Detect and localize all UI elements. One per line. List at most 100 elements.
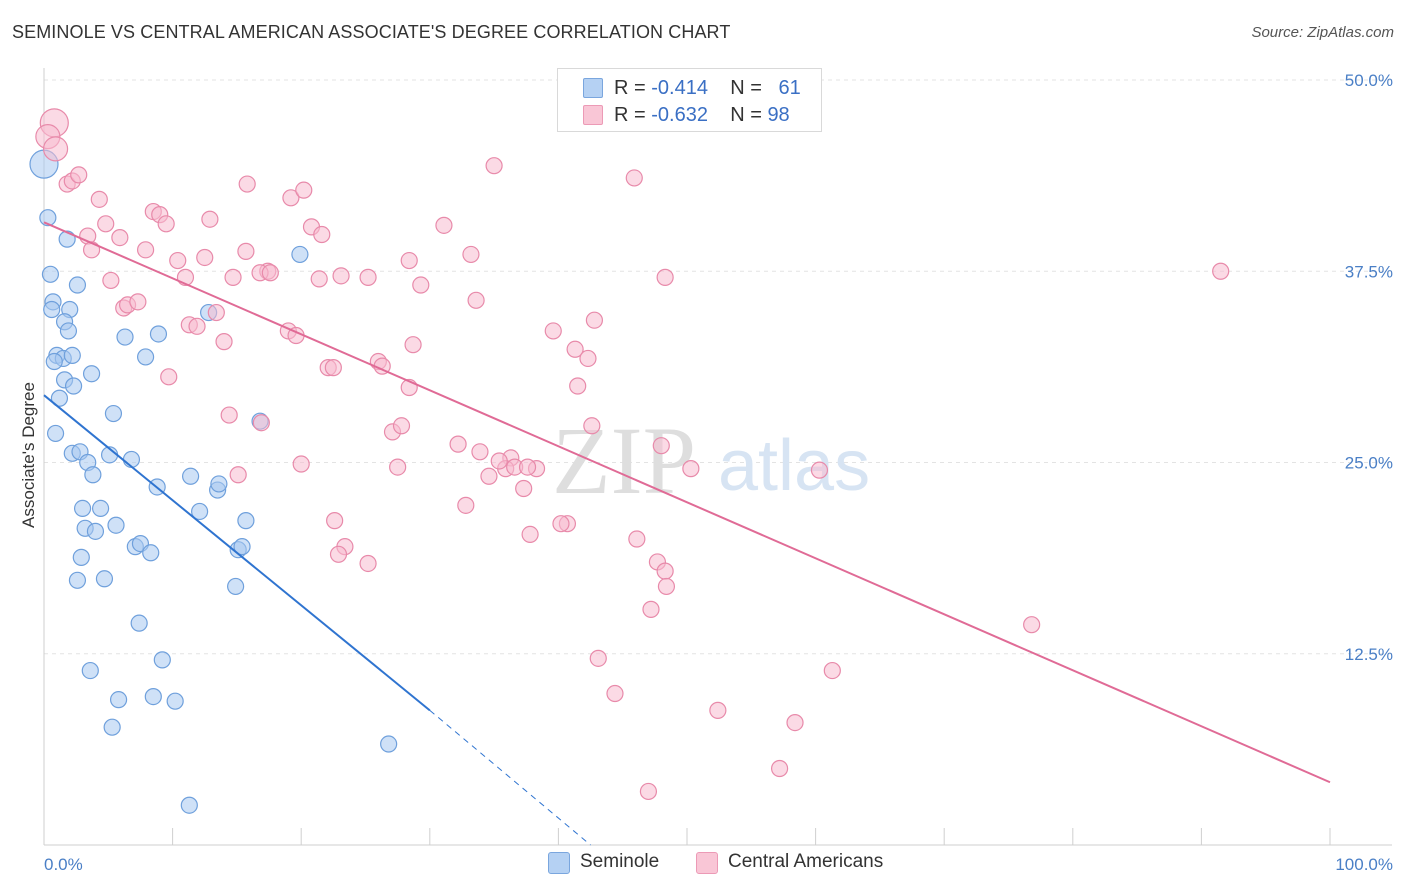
central-americans-point [97,215,115,233]
central-americans-point [625,169,643,187]
central-americans-point [252,414,270,432]
central-americans-point [70,166,88,184]
watermark-atlas: atlas [718,426,870,506]
source-credit: Source: ZipAtlas.com [1251,24,1394,41]
seminole-swatch [583,78,603,98]
central-americans-point [261,264,279,282]
central-americans-n-value: 98 [767,104,790,126]
seminole-point [81,661,99,680]
central-americans-point [770,759,789,778]
seminole-point [166,692,184,710]
central-americans-point [102,271,120,290]
central-americans-point [224,268,242,286]
seminole-point [149,325,168,343]
central-americans-point [515,479,533,498]
central-americans-point [207,303,225,322]
central-americans-point [1023,616,1041,634]
seminole-r-value: -0.414 [651,77,708,99]
central-americans-point [90,190,108,208]
central-americans-point [329,545,348,563]
central-americans-point [359,268,377,286]
central-americans-point [639,782,658,801]
central-americans-trend-line [43,221,1331,784]
data-points [29,108,1230,814]
central-americans-point [188,317,206,335]
central-americans-point [606,684,624,703]
central-americans-point [404,336,422,354]
axes [43,68,1392,846]
central-americans-point [435,216,453,234]
x-tick-label-min: 0.0% [44,855,83,874]
central-americans-point [359,554,377,573]
central-americans-point [310,270,328,288]
central-americans-point [569,377,587,395]
central-americans-point [682,460,700,478]
seminole-point [39,209,57,227]
central-americans-point [467,291,485,309]
x-tick-label-max: 100.0% [1335,855,1393,874]
seminole-point [43,300,61,319]
central-americans-point [169,251,187,270]
central-americans-stats: R = -0.632 N = 98 [614,104,790,126]
central-americans-point [585,311,604,329]
chart-title: SEMINOLE VS CENTRAL AMERICAN ASSOCIATE'S… [12,22,731,42]
central-americans-point [400,251,418,270]
central-americans-point [326,512,344,530]
central-americans-point [657,577,676,596]
seminole-point [64,377,83,395]
seminole-point [86,522,105,540]
grid-lines [44,79,1392,655]
central-americans-point [544,322,562,340]
central-americans-point [810,461,829,479]
seminole-point [46,424,65,443]
seminole-point [91,499,110,517]
seminole-point [180,796,198,814]
central-americans-point [292,455,310,473]
seminole-point [68,571,87,589]
seminole-point [291,245,309,264]
legend-seminole-label: Seminole [580,851,660,872]
seminole-point [210,475,228,493]
central-americans-point [656,562,674,580]
central-americans-point [709,701,727,719]
legend-central-americans-label: Central Americans [728,851,884,872]
central-americans-point [462,245,480,264]
central-americans-r-value: -0.632 [651,104,708,126]
legend-central-americans-swatch [696,852,718,874]
y-axis-label: Associate's Degree [19,382,38,528]
central-americans-point [579,349,597,368]
seminole-point [130,614,148,632]
seminole-point [72,548,90,566]
seminole-n-value: 61 [778,77,801,99]
seminole-stats: R = -0.414 N = 61 [614,77,801,99]
central-americans-point [215,333,233,351]
seminole-point [73,499,92,517]
seminole-point [116,328,134,346]
central-americans-point [471,443,489,461]
seminole-point [109,691,128,709]
central-americans-point [238,175,256,193]
seminole-point [59,322,78,340]
central-americans-point [518,458,537,476]
central-americans-point [160,368,178,386]
tick-labels: 12.5% 25.0% 37.5% 50.0% 0.0% 100.0% [44,71,1393,874]
seminole-point [182,467,200,485]
central-americans-point [82,241,101,259]
seminole-trend-line [43,394,431,712]
seminole-point [58,230,76,248]
central-americans-point [201,210,219,228]
seminole-point [107,516,125,534]
central-americans-point [389,458,407,476]
central-americans-point [313,225,331,244]
central-americans-point [566,340,584,358]
central-americans-point [332,267,350,285]
watermark-zip: ZIP [552,407,696,514]
central-americans-point [490,452,508,470]
central-americans-point [42,136,69,162]
central-americans-point [485,157,503,175]
central-americans-point [392,417,411,435]
central-americans-point [656,268,674,286]
legend-seminole-swatch [548,852,570,874]
central-americans-point [823,661,841,680]
seminole-point [144,687,162,706]
